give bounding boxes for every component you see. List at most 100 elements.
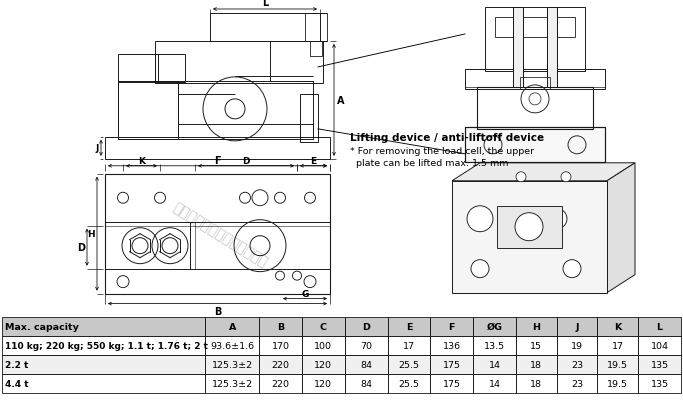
Bar	[345, 336, 387, 355]
Text: D: D	[77, 243, 85, 253]
Circle shape	[563, 260, 581, 278]
Bar	[638, 374, 681, 393]
Bar	[387, 355, 430, 374]
Text: 23: 23	[571, 360, 583, 369]
Bar	[345, 317, 387, 336]
Text: H: H	[87, 230, 95, 239]
Text: F: F	[214, 156, 221, 165]
Bar	[516, 317, 557, 336]
Bar	[495, 18, 575, 38]
Bar	[473, 374, 516, 393]
Bar	[547, 8, 557, 88]
Bar	[155, 55, 185, 83]
Bar	[598, 317, 638, 336]
Text: E: E	[406, 322, 413, 331]
Bar	[473, 355, 516, 374]
Text: C: C	[320, 322, 326, 331]
Bar	[473, 317, 516, 336]
Bar	[497, 206, 562, 248]
Text: 220: 220	[271, 379, 290, 388]
Text: 25.5: 25.5	[398, 379, 419, 388]
Text: B: B	[214, 306, 221, 316]
Text: 175: 175	[443, 379, 461, 388]
Bar	[452, 181, 607, 293]
Text: 104: 104	[651, 341, 669, 350]
Bar	[598, 336, 638, 355]
Bar	[2, 355, 206, 374]
Text: A: A	[337, 95, 344, 105]
Text: B: B	[277, 322, 284, 331]
Bar	[2, 317, 206, 336]
Bar	[547, 8, 557, 88]
Text: 125.3±2: 125.3±2	[212, 360, 253, 369]
Bar	[516, 336, 557, 355]
Text: L: L	[262, 0, 268, 8]
Text: 18: 18	[531, 360, 542, 369]
Bar	[520, 78, 550, 90]
Text: D: D	[362, 322, 370, 331]
Text: 17: 17	[612, 341, 624, 350]
Circle shape	[561, 172, 571, 182]
Bar	[259, 355, 302, 374]
Text: D: D	[242, 156, 250, 165]
Bar	[118, 82, 178, 140]
Text: 19.5: 19.5	[607, 360, 628, 369]
Text: 135: 135	[650, 360, 669, 369]
Bar	[430, 374, 473, 393]
Bar	[300, 95, 318, 142]
Bar	[557, 336, 598, 355]
Text: 84: 84	[360, 379, 372, 388]
Bar	[206, 355, 259, 374]
Bar	[513, 8, 523, 88]
Text: plate can be lifted max. 1.5 mm: plate can be lifted max. 1.5 mm	[350, 158, 509, 167]
Bar	[557, 355, 598, 374]
Text: J: J	[96, 144, 99, 153]
Text: 93.6±1.6: 93.6±1.6	[210, 341, 254, 350]
Bar	[259, 336, 302, 355]
Text: 18: 18	[531, 379, 542, 388]
Bar	[310, 42, 322, 57]
Bar	[2, 374, 206, 393]
Text: 14: 14	[488, 360, 501, 369]
Bar	[302, 355, 345, 374]
Text: ØG: ØG	[487, 322, 503, 331]
Text: L: L	[656, 322, 663, 331]
Text: 220: 220	[271, 360, 290, 369]
Bar	[485, 8, 585, 72]
Text: 120: 120	[314, 360, 333, 369]
Text: 广州众钒自动化科技有限公司: 广州众钒自动化科技有限公司	[170, 199, 270, 269]
Bar	[430, 355, 473, 374]
Text: 110 kg; 220 kg; 550 kg; 1.1 t; 1.76 t; 2 t: 110 kg; 220 kg; 550 kg; 1.1 t; 1.76 t; 2…	[5, 341, 208, 350]
Bar	[430, 336, 473, 355]
Text: 13.5: 13.5	[484, 341, 505, 350]
Bar	[387, 374, 430, 393]
Bar	[465, 128, 605, 162]
Bar	[638, 317, 681, 336]
Text: 19.5: 19.5	[607, 379, 628, 388]
Bar	[305, 14, 327, 42]
Text: 120: 120	[314, 379, 333, 388]
Bar	[557, 374, 598, 393]
Text: K: K	[138, 156, 145, 165]
Bar	[387, 336, 430, 355]
Bar	[2, 336, 206, 355]
Bar	[598, 355, 638, 374]
Circle shape	[516, 172, 526, 182]
Text: 136: 136	[443, 341, 461, 350]
Bar	[302, 374, 345, 393]
Bar	[259, 317, 302, 336]
Circle shape	[515, 213, 543, 241]
Text: 25.5: 25.5	[398, 360, 419, 369]
Bar	[302, 336, 345, 355]
Text: G: G	[301, 289, 309, 298]
Text: 135: 135	[650, 379, 669, 388]
Circle shape	[547, 209, 567, 229]
Text: 2.2 t: 2.2 t	[5, 360, 29, 369]
Bar	[387, 317, 430, 336]
Text: Lifting device / anti-liftoff device: Lifting device / anti-liftoff device	[350, 132, 544, 142]
Bar	[638, 336, 681, 355]
Text: 175: 175	[443, 360, 461, 369]
Bar	[598, 374, 638, 393]
Bar	[465, 70, 605, 90]
Bar	[465, 128, 605, 162]
